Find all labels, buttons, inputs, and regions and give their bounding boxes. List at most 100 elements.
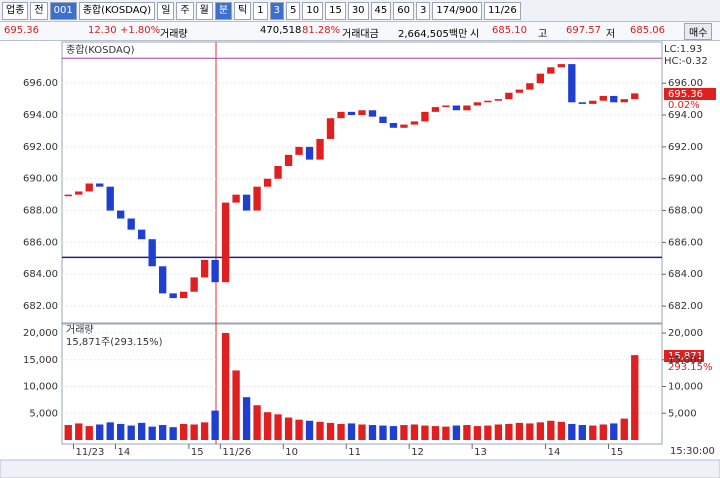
current-pct: 0.02% <box>668 100 700 111</box>
candle <box>200 259 209 278</box>
x-tick-label: 11 <box>348 447 361 458</box>
y-tick-label: 10,000 <box>23 382 58 393</box>
x-tick-label: 14 <box>117 447 130 458</box>
toolbar-item[interactable]: 45 <box>370 1 392 20</box>
volume-bar <box>368 425 377 440</box>
buy-button[interactable]: 매수 <box>684 23 713 40</box>
volume-bar <box>442 426 450 440</box>
toolbar-item[interactable]: 60 <box>393 1 415 20</box>
volume-bar <box>274 414 282 440</box>
low: 685.06 <box>630 25 665 36</box>
candle <box>421 111 429 122</box>
candle <box>242 194 251 211</box>
toolbar-item[interactable]: 001 <box>49 1 77 20</box>
x-tick-label: 15 <box>611 447 624 458</box>
toolbar-item[interactable]: 15 <box>325 1 346 20</box>
candle <box>169 293 177 299</box>
change: 12.30 <box>88 25 117 36</box>
volume-bar <box>484 425 492 440</box>
volume-pct: 81.28% <box>302 25 341 36</box>
volume-bar <box>169 427 177 440</box>
candle <box>232 194 240 203</box>
toolbar-item[interactable]: 주 <box>176 1 194 20</box>
label: 거래량 <box>160 29 188 40</box>
candle <box>263 178 272 187</box>
volume-bar <box>620 418 628 440</box>
toolbar-item[interactable]: 틱 <box>234 1 252 20</box>
toolbar-item[interactable]: 월 <box>195 1 213 20</box>
current-pct: 293.15% <box>668 362 713 373</box>
y-tick-label: 686.00 <box>668 237 703 248</box>
y-tick-label: 688.00 <box>23 206 58 217</box>
toolbar-item[interactable]: 30 <box>347 1 369 20</box>
volume-bar <box>463 425 471 440</box>
toolbar-item[interactable]: 분 <box>214 1 233 20</box>
candle <box>547 67 555 74</box>
y-tick-label: 682.00 <box>23 301 58 312</box>
price: 695.36 <box>4 25 39 36</box>
toolbar-item[interactable]: 종합(KOSDAQ) <box>78 1 156 20</box>
candle <box>96 183 104 187</box>
volume-bar <box>431 426 440 440</box>
volume-bar <box>263 412 272 440</box>
y-tick-label: 684.00 <box>23 269 58 280</box>
candle <box>295 146 303 155</box>
candle <box>610 95 618 103</box>
volume-bar <box>127 425 135 440</box>
volume-bar <box>505 423 513 440</box>
candle <box>400 124 408 128</box>
volume-bar <box>515 422 524 440</box>
candle <box>284 154 293 166</box>
toolbar-item[interactable]: 업종 <box>2 1 29 20</box>
volume-bar <box>589 425 597 440</box>
y-tick-label: 10,000 <box>668 382 703 393</box>
toolbar-item[interactable]: 전 <box>30 1 48 20</box>
volume-bar <box>599 424 607 440</box>
y-tick-label: 694.00 <box>23 110 58 121</box>
volume-bar <box>610 423 618 440</box>
scroll-bar[interactable] <box>0 459 720 478</box>
candle <box>358 110 366 116</box>
toolbar-item[interactable]: 5 <box>285 1 301 20</box>
volume-bar <box>358 424 366 440</box>
toolbar-item[interactable]: 일 <box>157 1 175 20</box>
candle <box>138 229 146 240</box>
volume-bar <box>337 423 345 440</box>
volume-bar <box>452 425 461 440</box>
volume-bar <box>284 417 293 440</box>
candle <box>568 64 576 103</box>
candle <box>599 95 607 101</box>
toolbar-item[interactable]: 1 <box>253 1 268 20</box>
y-tick-label: 696.00 <box>668 78 703 89</box>
toolbar-item[interactable]: 174/900 <box>432 1 482 20</box>
volume-bar <box>138 422 146 440</box>
chart-title: 종합(KOSDAQ) <box>66 44 135 56</box>
y-tick-label: 20,000 <box>668 328 703 339</box>
volume-bar <box>389 426 398 440</box>
candle <box>158 266 167 294</box>
volume-bar <box>347 423 356 440</box>
y-tick-label: 682.00 <box>668 301 703 312</box>
volume-bar <box>190 424 198 440</box>
toolbar-item[interactable]: 3 <box>416 1 431 20</box>
toolbar-item[interactable]: 11/26 <box>483 1 521 20</box>
volume-bar <box>232 370 240 440</box>
candle <box>253 186 261 211</box>
volume-bar <box>211 410 219 440</box>
amount: 2,664,505백만 <box>398 29 468 40</box>
volume-bar <box>106 422 114 440</box>
candle <box>410 121 419 125</box>
x-tick-label: 10 <box>285 447 298 458</box>
volume-bar <box>473 426 482 440</box>
label: 시 <box>470 29 480 40</box>
volume-bar <box>316 421 324 440</box>
candle <box>505 92 513 100</box>
toolbar-item[interactable]: 3 <box>269 1 284 20</box>
candle <box>526 83 534 90</box>
toolbar-item[interactable]: 10 <box>302 1 324 20</box>
candle <box>536 73 545 84</box>
volume-bar <box>253 405 261 440</box>
volume-bar <box>295 419 303 440</box>
